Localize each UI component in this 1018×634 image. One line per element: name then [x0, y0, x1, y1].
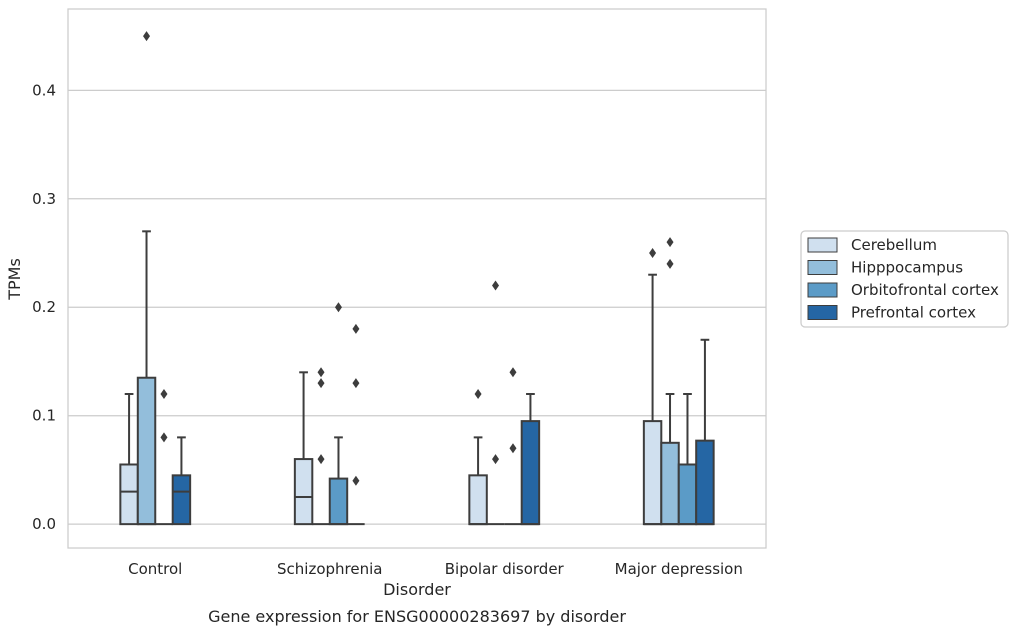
x-tick-label: Control — [128, 560, 182, 578]
outlier-point — [160, 389, 168, 399]
outlier-point — [474, 389, 482, 399]
box-prefrontal-cortex — [695, 338, 715, 526]
outlier-point — [143, 31, 151, 42]
y-tick-label: 0.3 — [32, 190, 56, 208]
outlier-point — [334, 302, 342, 313]
outlier-point — [317, 378, 325, 389]
box-hipppocampus — [486, 280, 505, 526]
box-body — [468, 474, 488, 526]
box-cerebellum — [293, 371, 314, 526]
box-cerebellum — [119, 393, 139, 526]
outlier-point — [492, 454, 500, 465]
box-body — [677, 463, 698, 526]
chart-caption: Gene expression for ENSG00000283697 by d… — [208, 607, 626, 626]
box-body — [136, 376, 157, 526]
box-cerebellum — [468, 389, 488, 526]
box-cerebellum — [642, 248, 663, 526]
box-hipppocampus — [660, 237, 680, 526]
box-body — [520, 420, 541, 526]
legend-label: Hipppocampus — [851, 259, 963, 277]
x-axis-title: Disorder — [383, 580, 451, 599]
outlier-point — [352, 475, 360, 486]
box-body — [171, 474, 192, 526]
box-marks — [119, 31, 715, 526]
outlier-point — [666, 237, 674, 248]
box-body — [328, 477, 349, 526]
box-orbitofrontal-cortex — [504, 367, 522, 526]
x-tick-label: Schizophrenia — [277, 560, 382, 578]
plot-frame — [67, 8, 767, 549]
box-prefrontal-cortex — [171, 436, 192, 526]
legend: Cerebellum Hipppocampus Orbitofrontal cort… — [800, 230, 1009, 328]
y-tick-label: 0.2 — [32, 298, 56, 316]
box-prefrontal-cortex — [520, 393, 541, 526]
outlier-point — [160, 432, 168, 443]
y-axis-title: TPMs — [5, 258, 24, 301]
legend-swatch — [807, 282, 838, 298]
box-body — [642, 420, 663, 526]
y-tick-label: 0.1 — [32, 407, 56, 425]
outlier-point — [509, 443, 517, 454]
legend-swatch — [807, 305, 838, 320]
outlier-point — [352, 378, 360, 389]
x-tick-label: Bipolar disorder — [445, 560, 565, 578]
y-tick-label: 0.4 — [32, 81, 56, 99]
box-body — [119, 463, 139, 526]
box-hipppocampus — [136, 31, 157, 526]
outlier-point — [666, 258, 674, 269]
outlier-point — [649, 248, 657, 259]
box-orbitofrontal-cortex — [677, 393, 698, 526]
x-tick-label: Major depression — [615, 560, 743, 578]
y-tick-labels: 0.0 0.1 0.2 0.3 0.4 — [32, 81, 56, 533]
box-orbitofrontal-cortex — [328, 302, 349, 526]
legend-swatch — [807, 260, 838, 275]
box-body — [293, 458, 314, 526]
y-tick-label: 0.0 — [32, 515, 56, 533]
legend-swatch — [807, 237, 838, 253]
outlier-point — [317, 454, 325, 465]
box-prefrontal-cortex — [347, 323, 365, 526]
outlier-point — [509, 367, 517, 378]
box-body — [660, 441, 680, 526]
box-hipppocampus — [312, 367, 330, 526]
box-body — [695, 439, 715, 526]
outlier-point — [317, 367, 325, 378]
box-orbitofrontal-cortex — [155, 389, 173, 526]
legend-label: Prefrontal cortex — [851, 304, 976, 322]
outlier-point — [352, 323, 360, 334]
outlier-point — [492, 280, 500, 291]
legend-label: Orbitofrontal cortex — [851, 281, 999, 299]
x-tick-labels: Control Schizophrenia Bipolar disorder Majo… — [128, 560, 743, 578]
legend-label: Cerebellum — [851, 236, 937, 254]
legend-frame — [800, 230, 1009, 328]
